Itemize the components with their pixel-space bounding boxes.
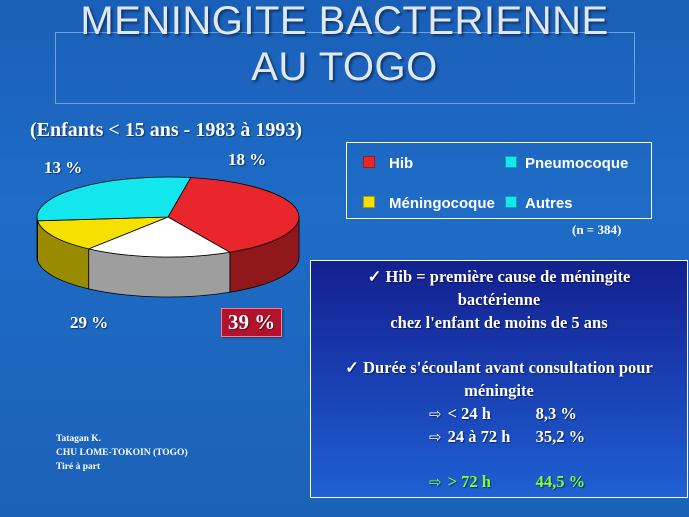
slide-title: MENINGITE BACTERIENNE AU TOGO <box>0 0 689 90</box>
legend-label-hib: Hib <box>389 155 414 172</box>
slide-subtitle: (Enfants < 15 ans - 1983 à 1993) <box>30 119 302 141</box>
point-2-line-2: méningite <box>464 381 534 400</box>
legend-item-meningocoque: Méningocoque <box>363 195 495 212</box>
slice-label-autres: 18 % <box>228 150 267 169</box>
arrow-right-icon: ⇨ <box>429 428 442 446</box>
delay-row-2: ⇨ 24 à 72 h 35,2 % <box>429 427 679 447</box>
legend-item-autres: Autres <box>505 195 573 212</box>
title-line-2: AU TOGO <box>251 45 438 89</box>
legend-swatch-hib <box>363 156 375 168</box>
legend-swatch-meningocoque <box>363 196 375 208</box>
delay-row-1: ⇨ < 24 h 8,3 % <box>429 404 679 424</box>
point-1-line-2: bactérienne <box>457 290 541 309</box>
chart-legend: Hib Pneumocoque Méningocoque Autres <box>346 142 652 219</box>
legend-item-hib: Hib <box>363 155 413 172</box>
pie-slice-pneumocoque <box>36 176 192 222</box>
legend-label-autres: Autres <box>525 195 573 212</box>
slice-label-hib: 39 % <box>221 308 283 337</box>
delay-row-3: ⇨ > 72 h 44,5 % <box>429 472 679 492</box>
arrow-right-icon: ⇨ <box>429 405 442 423</box>
point-1-line-1: ✓ Hib = première cause de méningite <box>367 267 631 286</box>
pie-slice-méningocoque <box>37 216 169 250</box>
delay-label-3: > 72 h <box>447 472 491 491</box>
slice-label-meningocoque: 13 % <box>44 158 83 177</box>
legend-label-pneumocoque: Pneumocoque <box>525 155 629 172</box>
credit-author: Tatagan K. <box>56 434 102 444</box>
legend-label-meningocoque: Méningocoque <box>389 195 495 212</box>
legend-swatch-autres <box>505 196 517 208</box>
title-line-1: MENINGITE BACTERIENNE <box>80 0 609 43</box>
legend-item-pneumocoque: Pneumocoque <box>505 155 628 172</box>
pie-slice-autres <box>87 216 232 258</box>
info-box: ✓ Hib = première cause de méningite bact… <box>310 260 688 498</box>
credit-note: Tiré à part <box>56 462 101 472</box>
delay-value-2: 35,2 % <box>535 427 586 446</box>
point-1-line-3: chez l'enfant de moins de 5 ans <box>390 313 608 332</box>
credits: Tatagan K. CHU LOME-TOKOIN (TOGO) Tiré à… <box>56 432 188 474</box>
pie-side-pneumocoque <box>36 216 38 261</box>
delay-label-2: 24 à 72 h <box>447 427 511 446</box>
sample-size-label: (n = 384) <box>572 222 622 237</box>
slice-label-pneumocoque: 29 % <box>70 313 109 332</box>
point-2-line-1: ✓ Durée s'écoulant avant consultation po… <box>345 358 653 377</box>
credit-institution: CHU LOME-TOKOIN (TOGO) <box>56 448 188 458</box>
title-frame <box>55 32 635 104</box>
legend-swatch-pneumocoque <box>505 156 517 168</box>
arrow-right-icon: ⇨ <box>429 473 442 491</box>
delay-label-1: < 24 h <box>447 404 491 423</box>
pie-slice-hib <box>167 177 300 253</box>
delay-value-3: 44,5 % <box>535 472 586 491</box>
delay-value-1: 8,3 % <box>535 404 577 423</box>
